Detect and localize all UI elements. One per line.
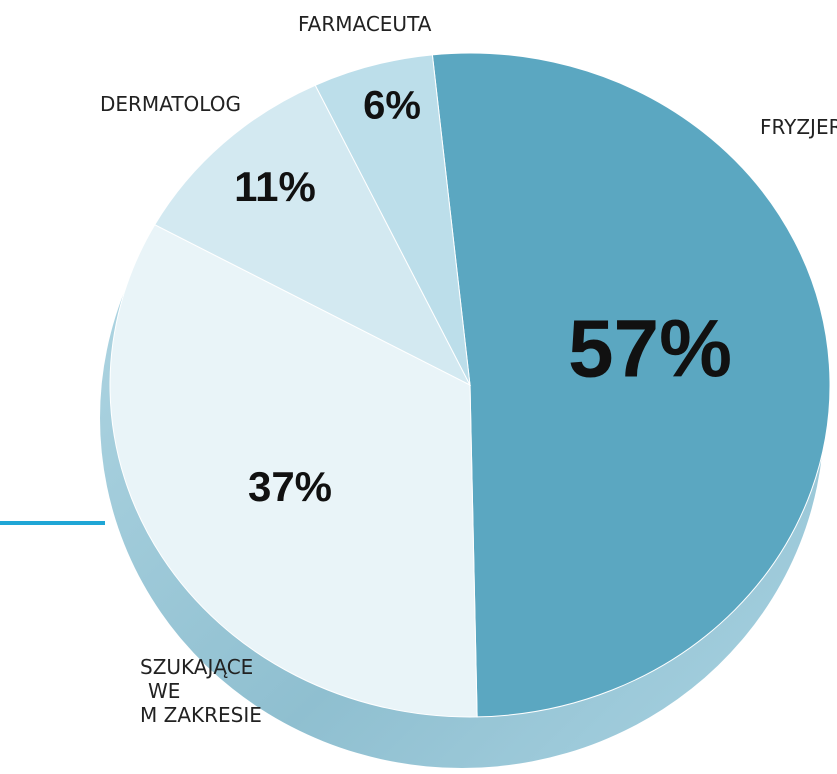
pie-slice (314, 54, 471, 386)
pie-slice (431, 52, 831, 718)
value-label: 6% (363, 84, 421, 128)
pie-slice (154, 84, 472, 387)
category-label: DERMATOLOG (100, 92, 241, 116)
value-label: 37% (248, 463, 332, 510)
value-label: 11% (234, 163, 316, 210)
labels: 57% FRYZJER 37% SZUKAJĄCE WE M ZAKRESIE 11% DER… (100, 12, 837, 727)
category-label: FARMACEUTA (298, 12, 432, 36)
value-label: 57% (568, 304, 732, 395)
slices (109, 52, 831, 718)
category-label: FRYZJER (760, 115, 837, 139)
pie-slice (109, 224, 478, 718)
category-label: SZUKAJĄCE WE M ZAKRESIE (140, 655, 262, 727)
